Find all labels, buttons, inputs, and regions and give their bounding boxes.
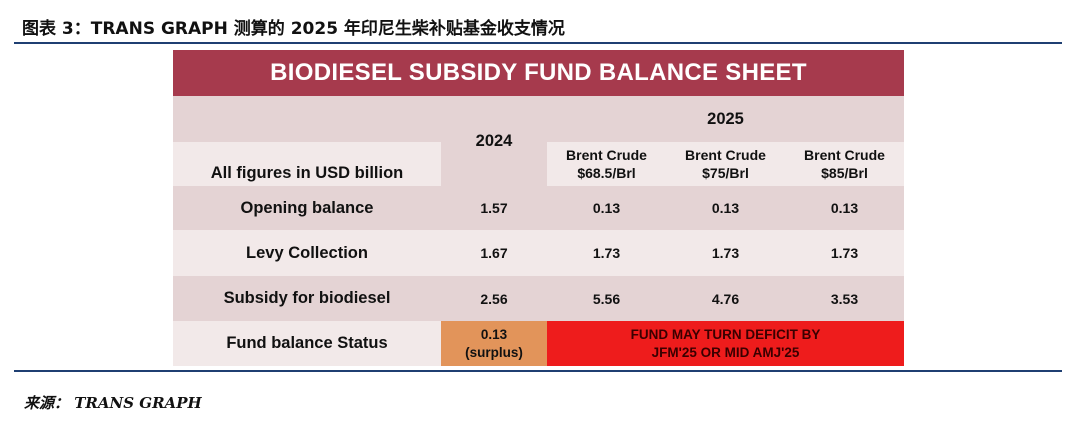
scenario-name: Brent Crude [566,147,647,163]
source-text: TRANS GRAPH [74,394,202,412]
scenario-header: Brent Crude $75/Brl [666,142,785,186]
top-divider [14,42,1062,44]
table-cell: 1.73 [547,230,666,276]
deficit-warning-cell: FUND MAY TURN DEFICIT BY JFM'25 OR MID A… [547,321,904,366]
bottom-divider [14,370,1062,372]
sheet-title: BIODIESEL SUBSIDY FUND BALANCE SHEET [173,50,904,96]
row-label: Subsidy for biodiesel [173,276,441,321]
status-label: Fund balance Status [173,321,441,366]
scenario-name: Brent Crude [804,147,885,163]
table-cell: 0.13 [547,186,666,230]
source-label: 来源： [24,394,70,412]
year-2025-header: 2025 [547,96,904,142]
scenario-price: $75/Brl [702,165,749,181]
header-blank-cell [173,96,441,142]
table-cell: 1.67 [441,230,547,276]
surplus-status-cell: 0.13 (surplus) [441,321,547,366]
row-label: Levy Collection [173,230,441,276]
table-cell: 3.53 [785,276,904,321]
figure-title: 图表 3：TRANS GRAPH 测算的 2025 年印尼生柴补贴基金收支情况 [22,19,565,39]
table-cell: 5.56 [547,276,666,321]
table-cell: 1.73 [666,230,785,276]
year-2024-header: 2024 [441,96,547,186]
surplus-value: 0.13 [480,326,508,342]
table-cell: 4.76 [666,276,785,321]
units-label: All figures in USD billion [173,142,441,186]
scenario-price: $68.5/Brl [577,165,636,181]
deficit-warning-line: FUND MAY TURN DEFICIT BY [630,326,821,342]
surplus-note: (surplus) [465,344,523,360]
scenario-header: Brent Crude $85/Brl [785,142,904,186]
table-cell: 1.57 [441,186,547,230]
scenario-name: Brent Crude [685,147,766,163]
table-cell: 0.13 [785,186,904,230]
scenario-header: Brent Crude $68.5/Brl [547,142,666,186]
balance-sheet-table: BIODIESEL SUBSIDY FUND BALANCE SHEET All… [173,50,904,366]
table-cell: 2.56 [441,276,547,321]
source-note: 来源： TRANS GRAPH [24,392,202,413]
deficit-warning-line: JFM'25 OR MID AMJ'25 [651,344,800,360]
table-cell: 0.13 [666,186,785,230]
scenario-price: $85/Brl [821,165,868,181]
table-cell: 1.73 [785,230,904,276]
row-label: Opening balance [173,186,441,230]
